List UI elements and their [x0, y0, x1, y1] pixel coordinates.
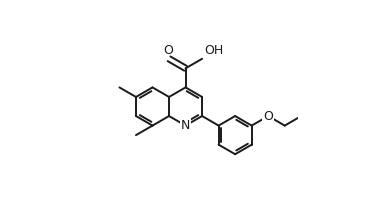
- Text: O: O: [163, 44, 173, 57]
- Text: N: N: [181, 119, 190, 132]
- Text: O: O: [263, 109, 273, 122]
- Text: OH: OH: [204, 44, 223, 57]
